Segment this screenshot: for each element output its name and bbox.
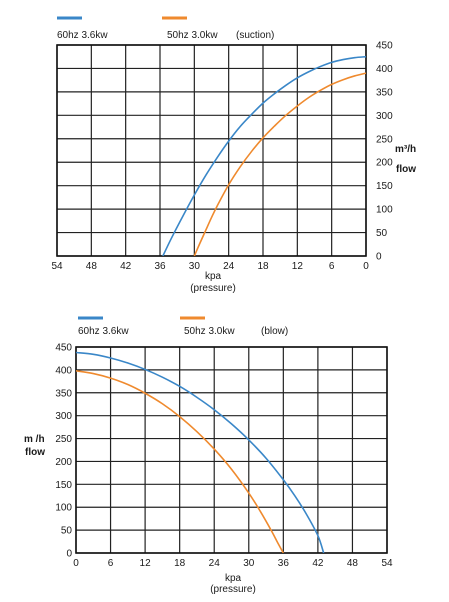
blow-y-tick-label: 150 xyxy=(55,480,72,491)
suction-series-line-60hz xyxy=(162,55,366,256)
blow-y-tick-label: 250 xyxy=(55,434,72,445)
blow-grid xyxy=(75,346,388,554)
suction-y-tick-label: 150 xyxy=(376,181,393,192)
blow-y-axis-unit: m /h xyxy=(24,434,45,445)
suction-series-line-50hz xyxy=(193,72,366,256)
suction-x-tick-label: 18 xyxy=(257,261,269,272)
blow-series-line-60hz xyxy=(76,351,325,553)
blow-y-tick-label: 300 xyxy=(55,411,72,422)
suction-x-tick-label: 24 xyxy=(223,261,235,272)
blow-y-tick-labels: 0 50 100 150 200 250 300 350 400 450 xyxy=(55,343,72,560)
blow-legend-label-50hz: 50hz 3.0kw xyxy=(184,326,235,337)
blow-chart: 60hz 3.6kw 50hz 3.0kw (blow) 0 6 12 18 24 30 3… xyxy=(24,316,393,595)
suction-x-axis-label: kpa xyxy=(205,271,222,282)
blow-y-tick-label: 450 xyxy=(55,343,72,354)
suction-legend: 60hz 3.6kw 50hz 3.0kw (suction) xyxy=(57,16,274,41)
blow-y-axis-label: flow xyxy=(25,447,45,458)
blow-x-tick-label: 12 xyxy=(140,558,152,569)
suction-x-tick-label: 36 xyxy=(154,261,166,272)
suction-y-tick-labels: 0 50 100 150 200 250 300 350 400 450 xyxy=(376,41,393,263)
suction-y-tick-label: 200 xyxy=(376,158,393,169)
blow-x-axis-label-sub: (pressure) xyxy=(210,584,256,595)
suction-x-tick-label: 6 xyxy=(329,261,335,272)
blow-x-tick-label: 0 xyxy=(73,558,79,569)
blow-x-tick-label: 30 xyxy=(243,558,255,569)
blow-y-tick-label: 0 xyxy=(66,549,72,560)
suction-plot-frame xyxy=(56,44,367,257)
suction-x-tick-labels: 54 48 42 36 30 24 18 12 6 0 xyxy=(51,261,369,272)
suction-x-tick-label: 48 xyxy=(86,261,98,272)
suction-legend-label-50hz: 50hz 3.0kw xyxy=(167,30,218,41)
blow-x-tick-label: 6 xyxy=(108,558,114,569)
blow-plot-frame xyxy=(75,346,388,554)
suction-chart-title: (suction) xyxy=(236,30,274,41)
suction-y-tick-label: 350 xyxy=(376,87,393,98)
blow-x-tick-labels: 0 6 12 18 24 30 36 42 48 54 xyxy=(73,558,393,569)
suction-y-tick-label: 100 xyxy=(376,205,393,216)
blow-x-tick-label: 54 xyxy=(381,558,393,569)
blow-series-line-50hz xyxy=(76,370,285,553)
suction-y-tick-label: 300 xyxy=(376,111,393,122)
blow-legend-label-60hz: 60hz 3.6kw xyxy=(78,326,129,337)
suction-y-axis-unit: m³/h xyxy=(395,144,416,155)
blow-legend: 60hz 3.6kw 50hz 3.0kw (blow) xyxy=(78,316,288,337)
blow-y-tick-label: 350 xyxy=(55,388,72,399)
suction-y-tick-label: 400 xyxy=(376,64,393,75)
suction-x-tick-label: 42 xyxy=(120,261,132,272)
blow-x-tick-label: 18 xyxy=(174,558,186,569)
suction-x-tick-label: 0 xyxy=(363,261,369,272)
suction-y-tick-label: 250 xyxy=(376,134,393,145)
suction-x-tick-label: 54 xyxy=(51,261,63,272)
suction-grid xyxy=(56,44,367,257)
blow-chart-title: (blow) xyxy=(261,326,288,337)
suction-y-axis-label: flow xyxy=(396,164,416,175)
blow-y-tick-label: 200 xyxy=(55,457,72,468)
suction-series xyxy=(162,55,366,256)
blow-x-tick-label: 48 xyxy=(347,558,359,569)
blow-x-tick-label: 24 xyxy=(209,558,221,569)
blow-x-tick-label: 36 xyxy=(278,558,290,569)
suction-x-axis-label-sub: (pressure) xyxy=(190,283,236,294)
suction-chart: 60hz 3.6kw 50hz 3.0kw (suction) 54 48 42 36… xyxy=(51,16,416,294)
suction-y-tick-label: 0 xyxy=(376,252,382,263)
suction-y-tick-label: 50 xyxy=(376,228,388,239)
blow-x-tick-label: 42 xyxy=(312,558,324,569)
suction-legend-label-60hz: 60hz 3.6kw xyxy=(57,30,108,41)
blow-y-tick-label: 100 xyxy=(55,503,72,514)
blow-y-tick-label: 400 xyxy=(55,365,72,376)
blow-series xyxy=(76,351,325,553)
suction-x-tick-label: 30 xyxy=(189,261,201,272)
suction-y-tick-label: 450 xyxy=(376,41,393,52)
suction-x-tick-label: 12 xyxy=(292,261,304,272)
blow-x-axis-label: kpa xyxy=(225,573,242,584)
blow-y-tick-label: 50 xyxy=(61,526,73,537)
